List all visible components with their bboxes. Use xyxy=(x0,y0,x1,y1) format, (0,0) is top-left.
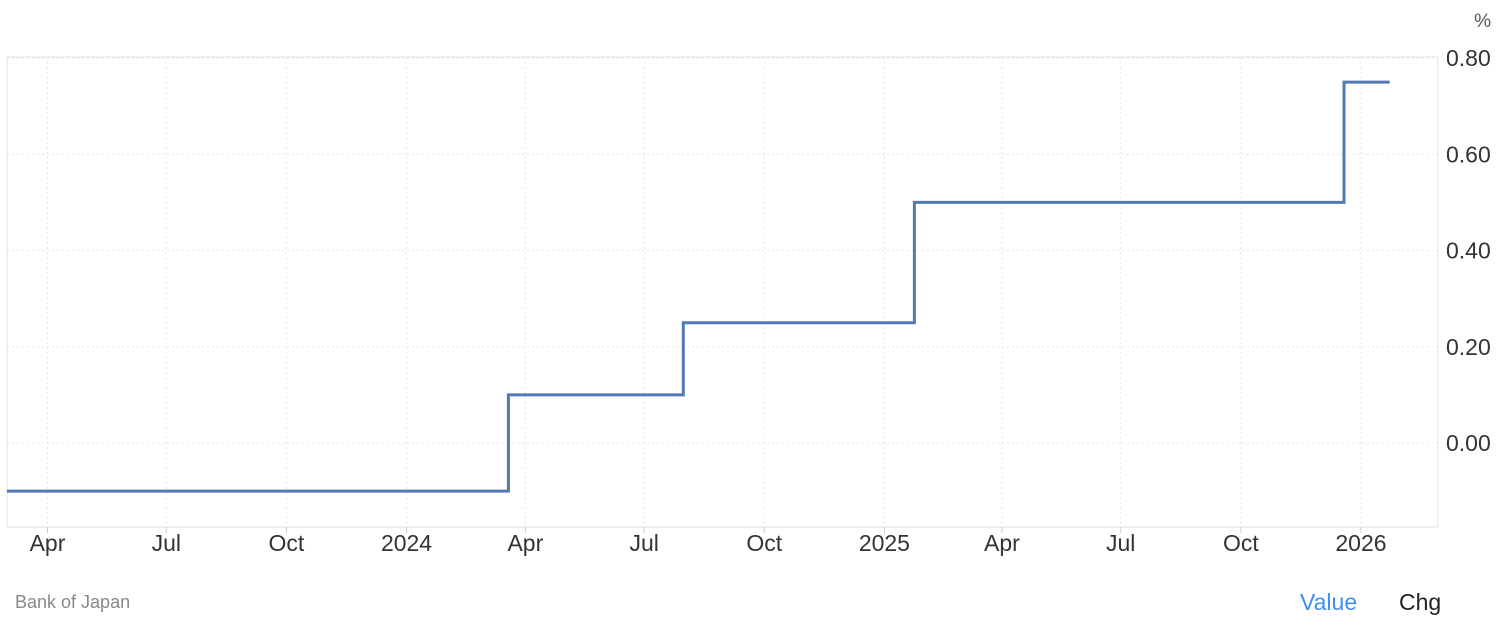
x-axis: Apr Jul Oct 2024 Apr Jul Oct 2025 Apr Jul Oct 2026 xyxy=(30,527,1387,556)
chg-toggle-button[interactable]: Chg xyxy=(1399,589,1442,615)
y-unit-label: % xyxy=(1474,11,1491,32)
value-toggle-button[interactable]: Value xyxy=(1300,589,1358,615)
y-tick-label: 0.00 xyxy=(1446,430,1491,456)
x-tick-label: 2026 xyxy=(1335,530,1386,556)
x-tick-label: 2025 xyxy=(859,530,910,556)
x-tick-label: Apr xyxy=(984,530,1020,556)
x-tick-label: Oct xyxy=(746,530,782,556)
y-tick-label: 0.60 xyxy=(1446,141,1491,167)
series-layer xyxy=(7,80,1390,493)
x-tick-label: Apr xyxy=(30,530,66,556)
plot-frame xyxy=(6,56,1439,528)
x-tick-label: Jul xyxy=(1106,530,1135,556)
x-tick-label: Apr xyxy=(507,530,543,556)
series-line xyxy=(7,80,1390,493)
y-tick-label: 0.40 xyxy=(1446,238,1491,264)
x-tick-label: 2024 xyxy=(381,530,432,556)
y-tick-label: 0.20 xyxy=(1446,334,1491,360)
y-tick-label: 0.80 xyxy=(1446,45,1491,71)
x-tick-label: Oct xyxy=(269,530,305,556)
source-label: Bank of Japan xyxy=(15,592,131,612)
y-axis: 0.80 0.60 0.40 0.20 0.00 xyxy=(1446,45,1491,456)
x-tick-label: Jul xyxy=(629,530,658,556)
x-tick-label: Oct xyxy=(1223,530,1259,556)
x-tick-label: Jul xyxy=(152,530,181,556)
grid xyxy=(7,57,1438,527)
